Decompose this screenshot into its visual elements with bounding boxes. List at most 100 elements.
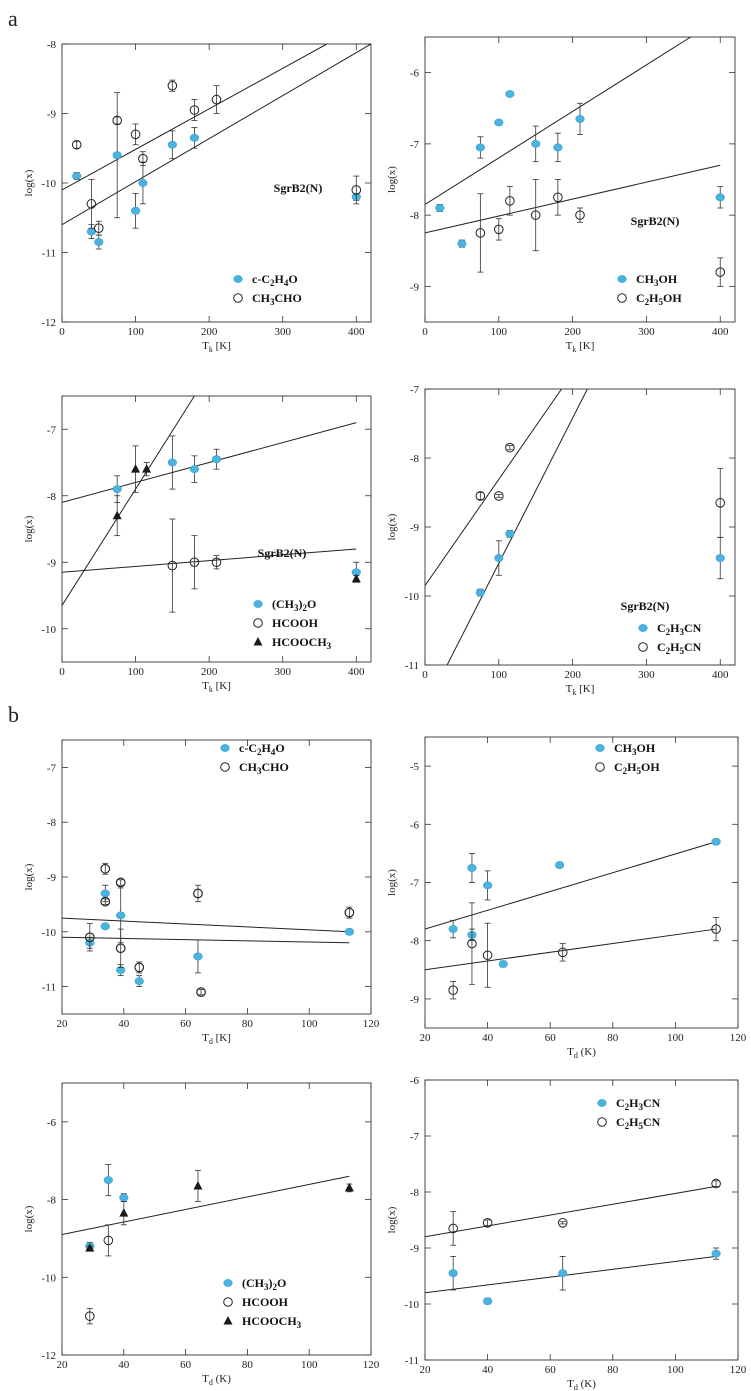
data-point xyxy=(715,193,725,202)
data-point xyxy=(530,210,541,220)
legend-entry: (CH3)2O xyxy=(242,1276,286,1292)
legend-entry: c-C2H4O xyxy=(252,272,298,288)
legend-entry: C2H3CN xyxy=(657,621,702,637)
x-tick-label: 100 xyxy=(301,1359,318,1371)
data-point xyxy=(494,118,504,127)
data-point xyxy=(467,864,477,872)
data-point xyxy=(558,1269,568,1278)
data-point xyxy=(131,464,141,473)
x-axis-label: Td (K) xyxy=(202,1373,231,1387)
annotation-source: SgrB2(N) xyxy=(631,214,680,228)
data-point xyxy=(167,140,177,149)
legend-entry: HCOOH xyxy=(242,1295,289,1309)
x-tick-label: 120 xyxy=(730,1364,747,1376)
data-point xyxy=(475,491,486,501)
y-tick-label: -10 xyxy=(41,178,56,190)
data-point xyxy=(130,129,141,140)
legend-entry: c-C2H4O xyxy=(239,741,285,757)
legend-marker xyxy=(223,1297,233,1307)
y-tick-label: -7 xyxy=(410,384,420,396)
y-axis-label: log(x) xyxy=(386,513,398,540)
data-point xyxy=(351,573,361,583)
x-tick-label: 300 xyxy=(638,326,655,338)
data-point xyxy=(344,907,355,918)
y-axis-label: log(x) xyxy=(386,166,398,193)
x-tick-label: 80 xyxy=(607,1364,619,1376)
data-point xyxy=(100,863,111,874)
data-point xyxy=(448,985,458,995)
data-point xyxy=(483,1297,493,1306)
data-point xyxy=(193,1180,203,1190)
x-tick-label: 100 xyxy=(667,1364,684,1376)
data-point xyxy=(142,464,152,473)
y-tick-label: -9 xyxy=(410,994,420,1006)
legend-marker xyxy=(253,637,263,646)
x-tick-label: 400 xyxy=(712,669,729,681)
data-point xyxy=(196,987,206,997)
x-axis-label: Td (K) xyxy=(567,1378,596,1391)
data-point xyxy=(115,943,126,954)
x-tick-label: 20 xyxy=(420,1364,432,1376)
y-axis-label: log(x) xyxy=(23,863,35,890)
plot-frame xyxy=(61,1082,372,1356)
data-point xyxy=(553,192,563,203)
x-tick-label: 300 xyxy=(638,669,655,681)
y-tick-label: -8 xyxy=(47,817,57,829)
data-point xyxy=(103,1176,113,1185)
data-point xyxy=(715,267,726,277)
chart-2: 0 100 200 300 400 -9 -8 -7 -6 Tk [K] log(x) CH3OH C2… xyxy=(386,36,736,354)
data-point xyxy=(71,139,82,150)
data-point xyxy=(467,938,477,949)
data-point xyxy=(115,877,126,888)
fit-line xyxy=(62,422,357,503)
x-tick-label: 80 xyxy=(242,1018,254,1030)
data-point xyxy=(448,925,458,933)
fit-line xyxy=(62,396,195,606)
data-point xyxy=(483,881,493,890)
data-point xyxy=(119,1208,129,1217)
data-point xyxy=(138,179,148,187)
fit-line xyxy=(425,1255,717,1294)
x-tick-label: 300 xyxy=(274,326,291,338)
data-point xyxy=(167,80,178,91)
legend-marker xyxy=(597,1117,607,1127)
data-point xyxy=(193,952,203,961)
y-tick-label: -8 xyxy=(410,936,420,948)
y-axis-label: log(x) xyxy=(23,169,35,196)
x-tick-label: 100 xyxy=(491,326,508,338)
legend-marker xyxy=(638,624,648,632)
x-tick-label: 40 xyxy=(482,1364,494,1376)
legend-entry: CH3OH xyxy=(636,272,678,288)
x-tick-label: 0 xyxy=(59,666,65,678)
data-point xyxy=(138,153,148,164)
x-axis-label: Td [K] xyxy=(202,1032,231,1046)
legend-marker xyxy=(220,762,230,772)
x-tick-label: 0 xyxy=(59,326,65,338)
legend-marker xyxy=(617,293,627,303)
data-point xyxy=(100,922,110,931)
data-point xyxy=(557,1218,568,1228)
legend-entry: HCOOCH3 xyxy=(242,1314,302,1330)
data-point xyxy=(103,1235,114,1246)
x-tick-label: 100 xyxy=(127,326,144,338)
x-tick-label: 100 xyxy=(301,1018,318,1030)
x-tick-label: 400 xyxy=(348,666,365,678)
y-tick-label: -9 xyxy=(47,557,57,569)
y-tick-label: -9 xyxy=(410,522,420,534)
data-point xyxy=(557,947,568,958)
data-point xyxy=(482,1218,493,1228)
panel-b-label: b xyxy=(8,702,19,727)
legend-entry: C2H3CN xyxy=(616,1096,661,1112)
data-point xyxy=(94,238,104,246)
data-point xyxy=(482,950,493,961)
y-tick-label: -7 xyxy=(410,878,420,890)
panel-a-label: a xyxy=(8,6,18,31)
y-tick-label: -10 xyxy=(404,1299,419,1311)
fit-line xyxy=(62,548,357,573)
x-tick-label: 40 xyxy=(118,1018,130,1030)
x-tick-label: 100 xyxy=(491,669,508,681)
x-tick-label: 400 xyxy=(348,326,365,338)
y-tick-label: -8 xyxy=(410,1187,420,1199)
data-point xyxy=(505,530,515,538)
y-tick-label: -5 xyxy=(410,761,420,773)
